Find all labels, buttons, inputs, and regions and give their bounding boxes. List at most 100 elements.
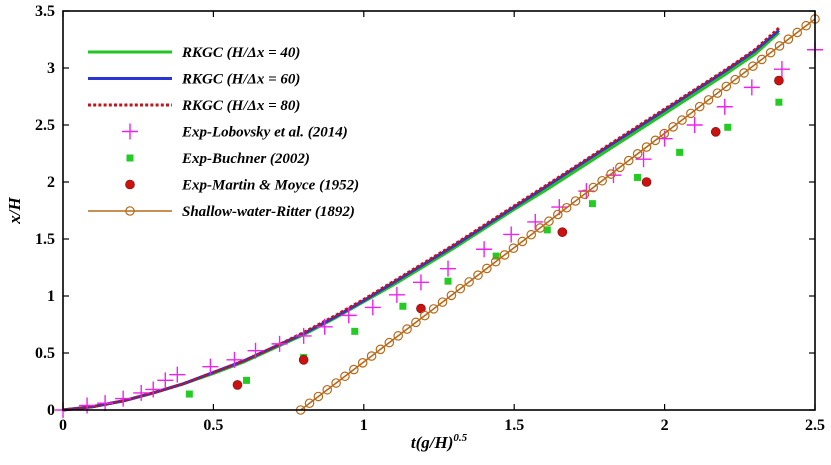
legend-item-exp-martin-moyce-1952: Exp-Martin & Moyce (1952) xyxy=(125,178,359,194)
martin-moyce-point xyxy=(557,227,568,237)
ritter-marker xyxy=(375,344,386,355)
legend-label: RKGC (H/Δx = 40) xyxy=(181,45,300,61)
ritter-marker xyxy=(419,310,430,321)
legend-item-rkgc-h-x-80: RKGC (H/Δx = 80) xyxy=(88,98,300,114)
y-tick-label: 0 xyxy=(47,402,55,419)
legend-item-exp-buchner-2002: Exp-Buchner (2002) xyxy=(126,151,310,167)
ritter-marker xyxy=(597,175,607,186)
lobovsky-point xyxy=(605,167,622,184)
lobovsky-point xyxy=(635,151,652,168)
ritter-marker xyxy=(756,54,767,65)
x-tick-label: 0 xyxy=(59,417,67,434)
ritter-marker xyxy=(482,263,492,274)
x-tick-label: 2 xyxy=(661,417,669,434)
ritter-marker xyxy=(446,290,457,301)
legend-item-rkgc-h-x-40: RKGC (H/Δx = 40) xyxy=(88,45,300,61)
lobovsky-point xyxy=(133,384,150,401)
legend-label: RKGC (H/Δx = 60) xyxy=(181,72,300,88)
ritter-marker xyxy=(561,202,572,213)
ritter-marker xyxy=(535,223,545,233)
buchner-point xyxy=(399,302,407,310)
buchner-point xyxy=(492,252,500,260)
buchner-point xyxy=(126,154,134,162)
lobovsky-point xyxy=(295,327,312,344)
y-tick-label: 3 xyxy=(47,60,55,77)
martin-moyce-point xyxy=(298,355,309,365)
lobovsky-point xyxy=(79,397,96,414)
ritter-marker xyxy=(641,142,652,152)
lobovsky-point xyxy=(247,342,264,359)
ritter-marker xyxy=(703,95,714,105)
y-tick-label: 1.5 xyxy=(35,231,55,248)
ritter-marker xyxy=(455,283,466,294)
legend-label: Shallow-water-Ritter (1892) xyxy=(182,204,355,220)
lobovsky-point xyxy=(412,274,429,291)
ritter-marker xyxy=(579,189,590,200)
legend-item-rkgc-h-x-60: RKGC (H/Δx = 60) xyxy=(88,72,300,88)
legend-label: RKGC (H/Δx = 80) xyxy=(181,98,300,114)
buchner-point xyxy=(634,173,642,181)
x-tick-label: 0.5 xyxy=(203,417,223,434)
lobovsky-point xyxy=(97,395,114,412)
series-rkgc-h-x-40 xyxy=(62,31,780,412)
ritter-marker xyxy=(792,27,803,38)
ritter-marker xyxy=(686,108,696,119)
ritter-marker xyxy=(349,364,359,375)
ritter-marker xyxy=(721,81,732,92)
buchner-point xyxy=(242,376,250,384)
ritter-marker xyxy=(437,297,448,307)
martin-moyce-point xyxy=(710,127,721,137)
ritter-marker xyxy=(632,149,643,159)
martin-moyce-point xyxy=(641,177,652,187)
legend: RKGC (H/Δx = 40) RKGC (H/Δx = 60) RKGC (H/… xyxy=(88,45,359,220)
lobovsky-point xyxy=(316,318,333,335)
ticks-layer: 0 0.5 1 1.5 2 2.5 0 0.5 1 1.5 2 2.5 3 3.5 xyxy=(35,3,825,434)
y-tick-label: 3.5 xyxy=(35,3,55,20)
lobovsky-point xyxy=(773,61,790,78)
lobovsky-point xyxy=(716,98,733,115)
y-axis-label: x/H xyxy=(5,197,24,225)
ritter-marker xyxy=(473,270,483,280)
ritter-marker xyxy=(570,196,581,206)
ritter-marker xyxy=(464,277,474,287)
rkgc-h-x-60-line xyxy=(62,29,780,412)
lobovsky-point xyxy=(145,381,162,398)
ritter-marker xyxy=(402,324,412,334)
lobovsky-point xyxy=(440,260,457,277)
x-tick-label: 1.5 xyxy=(504,417,524,434)
ritter-marker xyxy=(490,256,501,267)
lobovsky-point xyxy=(271,335,288,352)
buchner-point xyxy=(351,327,359,335)
buchner-point xyxy=(444,277,452,285)
lobovsky-point xyxy=(169,366,186,383)
series-exp-lobovsky-et-al-2014 xyxy=(55,41,823,418)
rkgc-h-x-40-line xyxy=(62,31,780,412)
legend-label: Exp-Buchner (2002) xyxy=(181,151,310,167)
ritter-marker xyxy=(526,229,537,240)
ritter-marker xyxy=(331,378,341,388)
lobovsky-point xyxy=(503,226,520,243)
lobovsky-point xyxy=(157,372,174,389)
ritter-marker xyxy=(553,209,563,220)
y-tick-label: 2.5 xyxy=(35,117,55,134)
ritter-marker xyxy=(615,162,625,173)
buchner-point xyxy=(676,148,684,156)
y-tick-label: 0.5 xyxy=(35,345,55,362)
ritter-marker xyxy=(508,243,519,253)
ritter-marker xyxy=(739,68,749,78)
martin-moyce-point xyxy=(774,75,784,86)
lobovsky-point xyxy=(476,241,493,258)
y-tick-label: 1 xyxy=(47,288,55,305)
ritter-marker xyxy=(357,358,368,368)
lobovsky-point xyxy=(364,299,381,316)
shallow-water-ritter-1892-line xyxy=(300,18,816,411)
x-tick-label: 1 xyxy=(360,417,368,434)
ritter-marker xyxy=(801,20,811,31)
lobovsky-point xyxy=(686,117,703,133)
buchner-point xyxy=(775,98,783,106)
buchner-point xyxy=(588,200,596,208)
series-rkgc-h-x-80 xyxy=(62,26,780,412)
ritter-marker xyxy=(384,337,395,348)
legend-item-exp-lobovsky-et-al-2014: Exp-Lobovsky et al. (2014) xyxy=(122,123,348,141)
series-exp-martin-moyce-1952 xyxy=(232,75,784,390)
